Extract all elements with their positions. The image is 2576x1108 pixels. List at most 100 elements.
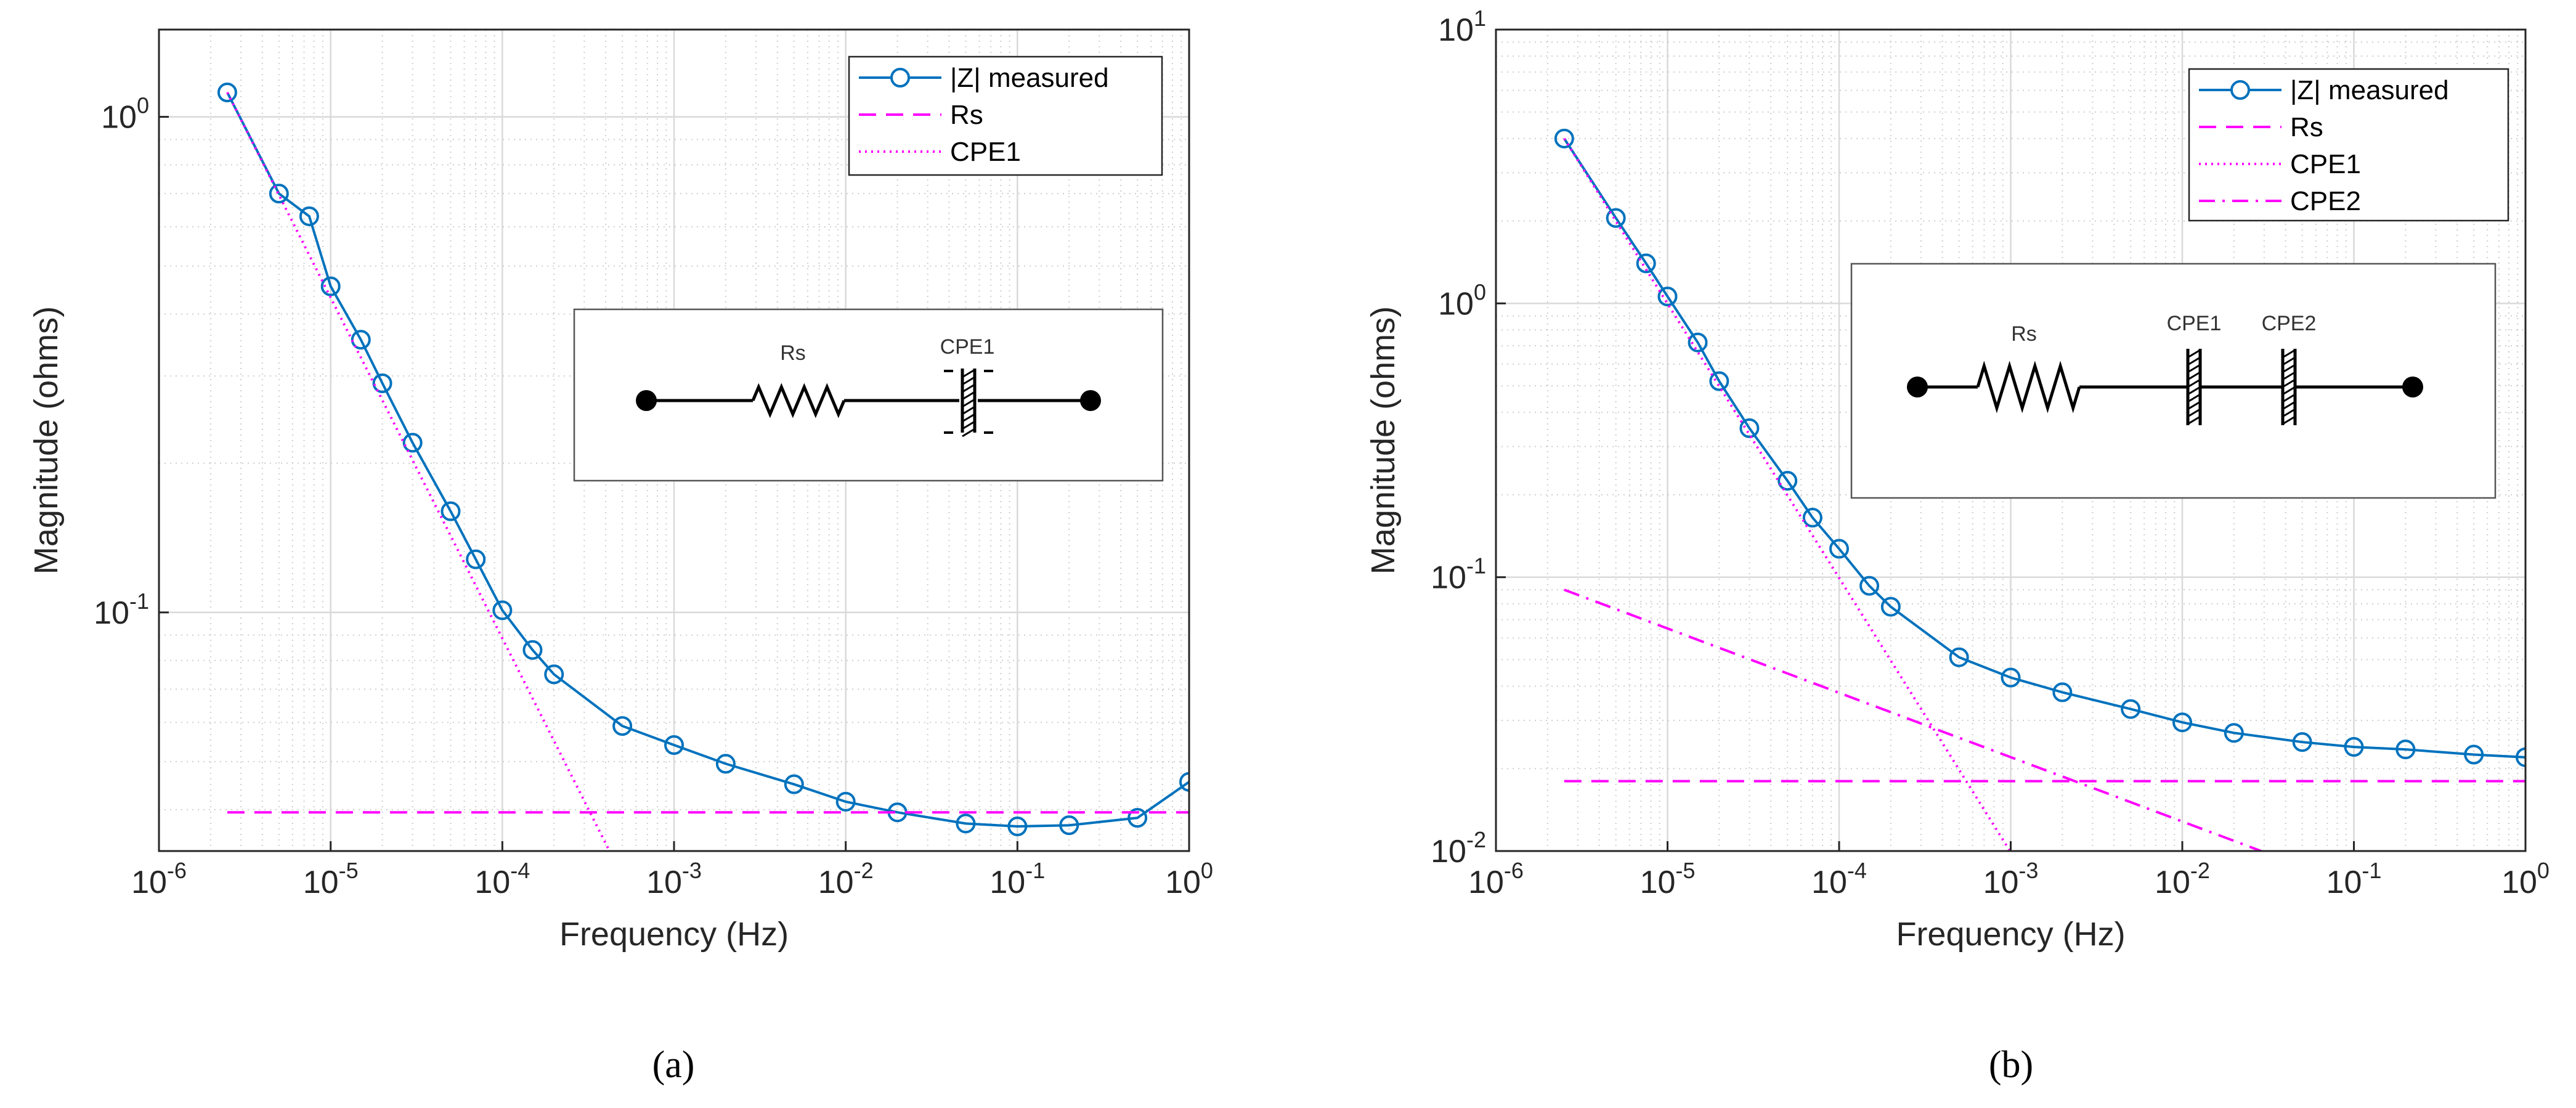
data-point — [715, 754, 736, 774]
data-point — [1802, 508, 1822, 528]
x-tick-label: 10-6 — [131, 858, 187, 900]
data-point — [2344, 737, 2364, 757]
resistor-symbol — [1976, 361, 2081, 413]
y-axis-label: Magnitude (ohms) — [1365, 306, 1402, 574]
x-tick-label: 100 — [2501, 858, 2550, 900]
x-tick-label: 10-1 — [2326, 858, 2382, 900]
legend-marker — [2230, 80, 2250, 100]
data-point — [1880, 597, 1901, 617]
data-point — [351, 330, 371, 350]
data-point — [320, 276, 341, 296]
x-tick-label: 10-4 — [474, 858, 530, 900]
data-point — [441, 501, 461, 521]
data-point — [2464, 744, 2484, 765]
x-tick-label: 10-2 — [2155, 858, 2210, 900]
circuit-label-cpe1: CPE1 — [2167, 312, 2222, 335]
legend: |Z| measured Rs CPE1 CPE2 — [2188, 68, 2509, 222]
circuit-label-rs: Rs — [2011, 322, 2037, 346]
x-axis-label: Frequency (Hz) — [559, 916, 789, 953]
data-point — [1007, 817, 1028, 837]
data-point — [1128, 808, 1148, 828]
data-point — [2052, 682, 2073, 703]
x-tick-label: 10-4 — [1811, 858, 1867, 900]
x-tick-label: 10-2 — [818, 858, 874, 900]
series-group — [1554, 128, 2525, 851]
data-point — [1688, 332, 1708, 352]
data-point — [1829, 539, 1849, 559]
series-line-cpe1 — [226, 92, 611, 851]
data-point — [1606, 208, 1626, 228]
data-point — [299, 206, 319, 226]
data-point — [1709, 371, 1729, 391]
resistor-symbol — [751, 383, 846, 418]
circuit-box — [1850, 263, 2497, 499]
data-point — [217, 83, 237, 103]
panel-caption: (b) — [1989, 1044, 2033, 1086]
data-point — [835, 791, 856, 812]
data-point — [372, 373, 392, 393]
circuit-box — [573, 308, 1164, 482]
data-point — [1554, 128, 1574, 149]
circuit-label-cpe2: CPE2 — [2262, 312, 2317, 335]
data-point — [1859, 576, 1880, 596]
legend-marker — [890, 68, 910, 88]
data-point — [612, 716, 633, 736]
cpe-symbol — [961, 369, 977, 438]
legend-entry-label: |Z| measured — [950, 63, 1109, 93]
legend-entry-label: Rs — [2290, 112, 2323, 142]
data-point — [2172, 712, 2192, 733]
legend: |Z| measured Rs CPE1 — [848, 55, 1163, 176]
series-line--z-measured — [226, 92, 1189, 828]
x-axis-label: Frequency (Hz) — [1896, 916, 2125, 953]
data-point — [492, 600, 513, 621]
y-tick-label: 100 — [101, 93, 149, 136]
data-point — [2292, 732, 2312, 752]
cpe-bracket — [944, 370, 993, 434]
legend-entry-label: Rs — [950, 100, 983, 130]
y-tick-label: 101 — [1438, 6, 1486, 48]
panel-caption: (a) — [652, 1044, 695, 1086]
data-point — [1739, 418, 1760, 438]
data-point — [956, 813, 976, 834]
data-point — [1657, 287, 1678, 307]
x-tick-label: 100 — [1165, 858, 1213, 900]
y-axis-label: Magnitude (ohms) — [28, 306, 65, 574]
data-point — [2395, 739, 2416, 760]
cpe-symbol — [2186, 349, 2202, 425]
data-point — [466, 549, 486, 569]
x-tick-label: 10-3 — [646, 858, 702, 900]
data-point — [544, 664, 564, 685]
data-point — [402, 433, 423, 453]
data-point — [522, 640, 543, 660]
x-tick-label: 10-1 — [989, 858, 1045, 900]
data-point — [1636, 253, 1656, 274]
circuit-label-rs: Rs — [780, 341, 806, 365]
y-tick-label: 10-2 — [1431, 827, 1486, 870]
x-tick-label: 10-6 — [1468, 858, 1524, 900]
series-line-cpe2 — [1564, 589, 2265, 851]
chart-panel-0: 10-6 10-5 10-4 10-3 10-2 10-1 100 10-1 100 Freque… — [28, 28, 1213, 1086]
data-point — [1778, 471, 1798, 491]
x-tick-label: 10-5 — [303, 858, 359, 900]
data-point — [1059, 815, 1079, 836]
data-point — [2224, 723, 2244, 743]
y-tick-label: 100 — [1438, 279, 1486, 322]
x-tick-label: 10-5 — [1640, 858, 1696, 900]
y-tick-label: 10-1 — [1431, 553, 1486, 596]
series-line--z-measured — [1563, 137, 2525, 759]
circuit-label-cpe1: CPE1 — [940, 335, 995, 359]
legend-entry-label: CPE1 — [2290, 149, 2361, 179]
data-point — [2121, 699, 2141, 719]
y-tick-label: 10-1 — [94, 589, 149, 631]
x-tick-label: 10-3 — [1983, 858, 2039, 900]
circuit-inset: Rs CPE1 CPE2 — [1850, 263, 2497, 499]
data-point — [269, 184, 289, 204]
circuit-inset: Rs CPE1 — [573, 308, 1164, 482]
data-point — [1949, 647, 1969, 667]
data-point — [664, 735, 684, 756]
series-group — [217, 83, 1189, 851]
data-point — [784, 774, 804, 794]
data-point — [2516, 747, 2525, 767]
cpe-symbol — [2281, 349, 2297, 425]
